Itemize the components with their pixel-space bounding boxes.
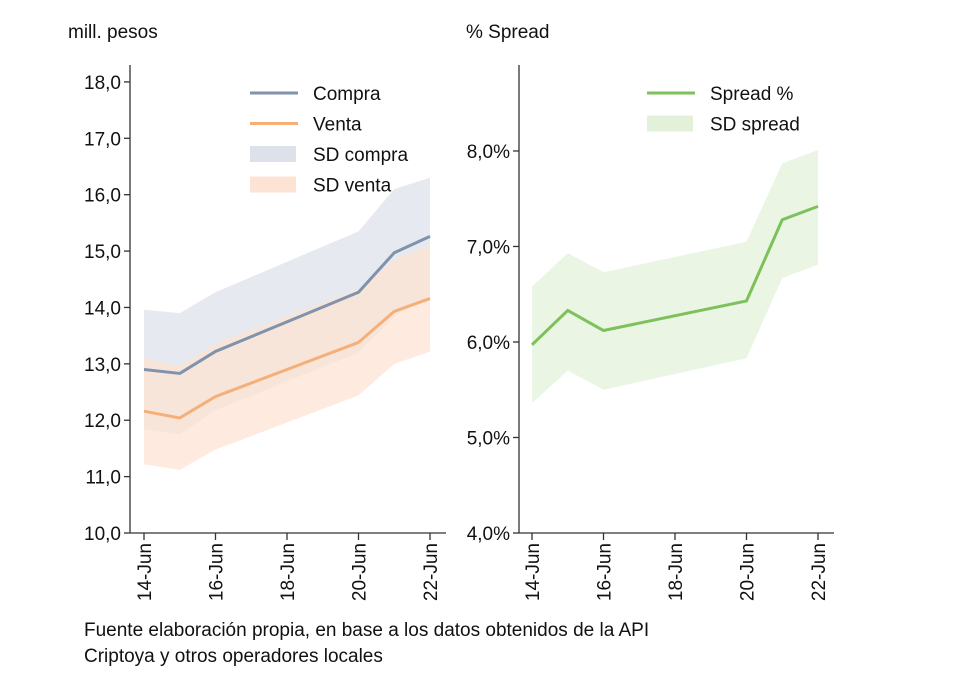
legend-item: SD spread — [647, 115, 800, 136]
y-tick-label: 5,0% — [467, 428, 510, 449]
y-tick-label: 12,0 — [84, 411, 121, 432]
y-tick-label: 11,0 — [85, 468, 121, 489]
band-sd-venta — [144, 245, 430, 470]
x-tick-label: 14-Jun — [523, 543, 544, 601]
y-tick-label: 14,0 — [84, 298, 121, 319]
x-tick-label: 14-Jun — [135, 543, 156, 601]
y-tick-label: 7,0% — [467, 237, 510, 258]
legend-label: SD spread — [710, 115, 800, 136]
legend-label: SD venta — [313, 176, 392, 197]
y-tick-label: 6,0% — [467, 333, 510, 354]
source-note-line-1: Fuente elaboración propia, en base a los… — [84, 620, 650, 641]
legend-band-swatch — [250, 176, 296, 193]
y-axis-title: % Spread — [466, 22, 549, 43]
y-tick-label: 4,0% — [467, 524, 510, 545]
y-tick-label: 15,0 — [84, 242, 121, 263]
chart-1: 10,0 11,0 12,0 13,0 14,0 15,0 16,0 17,0 18,0 14-J… — [68, 22, 446, 601]
legend-item: SD venta — [250, 176, 392, 197]
y-tick-label: 10,0 — [84, 524, 121, 545]
legend: Spread % SD spread — [647, 84, 800, 136]
legend-label: Spread % — [710, 84, 794, 105]
line-venta — [143, 297, 431, 420]
y-tick-label: 17,0 — [84, 129, 121, 150]
y-axis-title: mill. pesos — [68, 22, 158, 43]
x-tick-label: 16-Jun — [207, 543, 228, 601]
x-tick-label: 20-Jun — [738, 543, 759, 601]
legend-item: Spread % — [647, 84, 794, 105]
legend-label: SD compra — [313, 145, 408, 166]
x-tick-label: 18-Jun — [666, 543, 687, 601]
legend-label: Venta — [313, 115, 362, 136]
source-note-line-2: Criptoya y otros operadores locales — [84, 646, 383, 667]
legend-label: Compra — [313, 84, 381, 105]
y-tick-label: 18,0 — [84, 73, 121, 94]
y-tick-label: 16,0 — [84, 186, 121, 207]
legend-item: Compra — [250, 84, 381, 105]
y-tick-label: 8,0% — [467, 142, 510, 163]
legend-band-swatch — [250, 146, 296, 162]
y-tick-label: 13,0 — [84, 355, 121, 376]
x-tick-label: 18-Jun — [278, 543, 299, 601]
band-sd-spread — [532, 150, 818, 404]
line-compra — [143, 235, 431, 375]
x-tick-label: 22-Jun — [421, 543, 442, 601]
source-note: Fuente elaboración propia, en base a los… — [84, 618, 884, 670]
x-tick-label: 22-Jun — [809, 543, 830, 601]
legend-band-swatch — [647, 115, 693, 132]
x-tick-label: 16-Jun — [595, 543, 616, 601]
legend-item: SD compra — [250, 145, 408, 166]
x-tick-label: 20-Jun — [350, 543, 371, 601]
legend-item: Venta — [250, 115, 362, 136]
chart-2: 4,0% 5,0% 6,0% 7,0% 8,0% 14-Jun 16-Jun 18-Jun 20… — [466, 22, 834, 601]
legend: Compra Venta SD compra SD venta — [250, 84, 408, 197]
line-spread- — [530, 204, 819, 346]
